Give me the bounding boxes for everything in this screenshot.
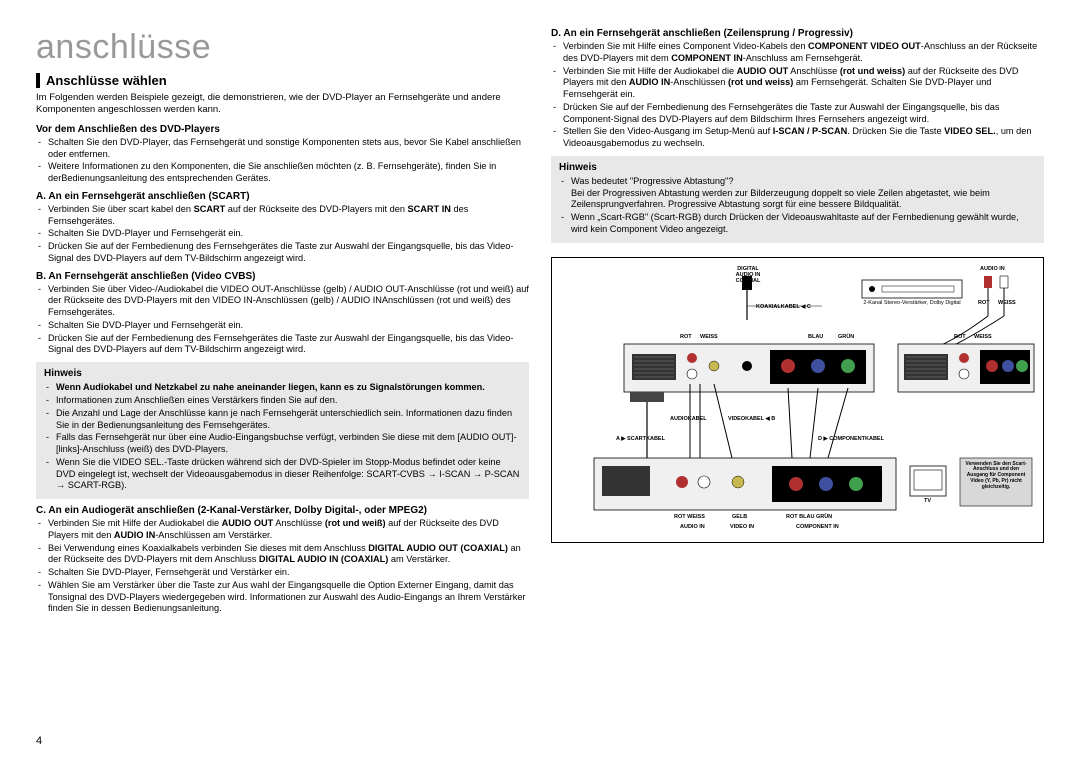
list-item: Verbinden Sie über scart kabel den SCART… <box>36 204 529 228</box>
note-title: Hinweis <box>559 162 1036 173</box>
label-rot: ROT <box>680 334 692 340</box>
label-weiss: WEISS <box>700 334 718 340</box>
subA-list: Verbinden Sie über scart kabel den SCART… <box>36 204 529 265</box>
sub1-list: Schalten Sie den DVD-Player, das Fernseh… <box>36 137 529 185</box>
note1-list: Wenn Audiokabel und Netzkabel zu nahe an… <box>44 382 521 492</box>
list-item: Schalten Sie den DVD-Player, das Fernseh… <box>36 137 529 161</box>
label-audio-in2: AUDIO IN <box>680 524 705 530</box>
list-item: Verbinden Sie mit Hilfe der Audiokabel d… <box>36 518 529 542</box>
note-title: Hinweis <box>44 368 521 379</box>
list-item: Wenn Sie die VIDEO SEL.-Taste drücken wä… <box>44 457 521 492</box>
label-amp: 2-Kanal Stereo-Verstärker, Dolby Digital <box>862 300 962 306</box>
list-item: Drücken Sie auf der Fernbedienung des Fe… <box>36 333 529 357</box>
label-componentkabel: D ▶ COMPONENTKABEL <box>818 436 884 442</box>
list-item: Wenn „Scart-RGB" (Scart-RGB) durch Drück… <box>559 212 1036 236</box>
subD-list: Verbinden Sie mit Hilfe eines Component … <box>551 41 1044 150</box>
label-tv: TV <box>924 498 931 504</box>
list-item: Was bedeutet "Progressive Abtastung"?Bei… <box>559 176 1036 211</box>
sub-d: D. An ein Fernsehgerät anschließen (Zeil… <box>551 28 1044 39</box>
list-item: Falls das Fernsehgerät nur über eine Aud… <box>44 432 521 456</box>
list-item: Drücken Sie auf der Fernbedienung des Fe… <box>36 241 529 265</box>
list-item: Informationen zum Anschließen eines Vers… <box>44 395 521 407</box>
list-item: Bei Verwendung eines Koaxialkabels verbi… <box>36 543 529 567</box>
list-item: Verbinden Sie mit Hilfe der Audiokabel d… <box>551 66 1044 101</box>
label-gelb: GELB <box>732 514 747 520</box>
list-item: Weitere Informationen zu den Komponenten… <box>36 161 529 185</box>
label-videokabel: VIDEOKABEL ◀ B <box>728 416 775 422</box>
left-column: anschlüsse Anschlüsse wählen Im Folgende… <box>36 28 529 616</box>
section-heading: Anschlüsse wählen <box>36 73 529 88</box>
subB-list: Verbinden Sie über Video-/Audiokabel die… <box>36 284 529 357</box>
label-audio-in: AUDIO IN <box>980 266 1005 272</box>
list-item: Verbinden Sie mit Hilfe eines Component … <box>551 41 1044 65</box>
list-item: Wählen Sie am Verstärker über die Taste … <box>36 580 529 615</box>
label-weiss: WEISS <box>974 334 992 340</box>
label-warning: Verwenden Sie den Scart-Anschluss und de… <box>964 462 1028 491</box>
note2-list: Was bedeutet "Progressive Abtastung"?Bei… <box>559 176 1036 236</box>
list-item: Die Anzahl und Lage der Anschlüsse kann … <box>44 408 521 432</box>
label-grun: GRÜN <box>838 334 854 340</box>
label-weiss: WEISS <box>998 300 1016 306</box>
label-scartkabel: A ▶ SCARTKABEL <box>616 436 665 442</box>
list-item: Drücken Sie auf der Fernbedienung des Fe… <box>551 102 1044 126</box>
list-item: Verbinden Sie über Video-/Audiokabel die… <box>36 284 529 319</box>
list-item: Schalten Sie DVD-Player und Fernsehgerät… <box>36 228 529 240</box>
label-rot: ROT <box>978 300 990 306</box>
intro-text: Im Folgenden werden Beispiele gezeigt, d… <box>36 92 529 116</box>
subC-list: Verbinden Sie mit Hilfe der Audiokabel d… <box>36 518 529 615</box>
note-box-1: Hinweis Wenn Audiokabel und Netzkabel zu… <box>36 362 529 499</box>
page-number: 4 <box>36 735 42 747</box>
sub-b: B. An Fernsehgerät anschließen (Video CV… <box>36 271 529 282</box>
label-rbg: ROT BLAU GRÜN <box>786 514 832 520</box>
connection-diagram: DIGITAL AUDIO IN COAXIAL AUDIO IN KOAXIA… <box>551 257 1044 543</box>
label-rot: ROT <box>954 334 966 340</box>
list-item: Schalten Sie DVD-Player und Fernsehgerät… <box>36 320 529 332</box>
list-item: Schalten Sie DVD-Player, Fernsehgerät un… <box>36 567 529 579</box>
list-item: Stellen Sie den Video-Ausgang im Setup-M… <box>551 126 1044 150</box>
page-title: anschlüsse <box>36 28 529 67</box>
sub-a: A. An ein Fernsehgerät anschließen (SCAR… <box>36 191 529 202</box>
label-component-in: COMPONENT IN <box>796 524 839 530</box>
label-video-in: VIDEO IN <box>730 524 754 530</box>
label-audiokabel: AUDIOKABEL <box>670 416 707 422</box>
sub-before-connecting: Vor dem Anschließen des DVD-Players <box>36 124 529 135</box>
label-digital-audio: DIGITAL AUDIO IN COAXIAL <box>728 266 768 284</box>
right-column: D. An ein Fernsehgerät anschließen (Zeil… <box>551 28 1044 616</box>
list-item: Wenn Audiokabel und Netzkabel zu nahe an… <box>44 382 521 394</box>
label-koaxial: KOAXIALKABEL ◀ C <box>756 304 811 310</box>
label-blau: BLAU <box>808 334 823 340</box>
label-rotweiss: ROT WEISS <box>674 514 705 520</box>
sub-c: C. An ein Audiogerät anschließen (2-Kana… <box>36 505 529 516</box>
note-box-2: Hinweis Was bedeutet "Progressive Abtast… <box>551 156 1044 243</box>
